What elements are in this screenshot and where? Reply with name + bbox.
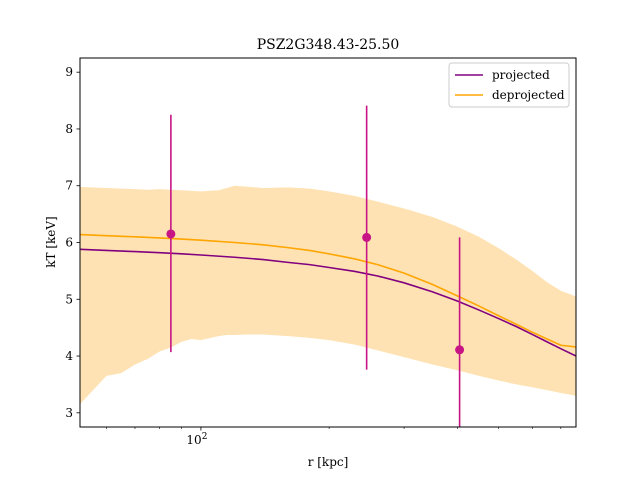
x-tick-label-100: 102 [186, 432, 207, 447]
x-axis-label: r [kpc] [308, 455, 349, 469]
y-tick-label-3: 3 [65, 406, 73, 420]
legend-label-projected: projected [492, 68, 550, 82]
legend-frame [448, 62, 570, 108]
y-tick-label-8: 8 [65, 122, 73, 136]
plot-area: 3 4 5 6 7 8 9 102 [65, 57, 577, 447]
x-tick-label-base: 10 [186, 433, 201, 447]
y-tick-label-7: 7 [65, 179, 73, 193]
chart-title: PSZ2G348.43-25.50 [257, 37, 400, 53]
series-line-deprojected [80, 233, 576, 348]
legend-label-deprojected: deprojected [492, 88, 565, 102]
y-tick-label-5: 5 [65, 292, 73, 306]
series-line-projected [80, 248, 576, 357]
legend: projected deprojected [448, 62, 570, 108]
y-tick-label-9: 9 [65, 65, 73, 79]
y-tick-label-4: 4 [65, 349, 73, 363]
data-point-3 [455, 345, 465, 355]
x-tick-label-exponent: 2 [202, 432, 208, 442]
data-point-1 [166, 229, 176, 239]
data-point-2 [362, 232, 372, 242]
y-axis-label: kT [keV] [44, 216, 58, 268]
y-tick-label-6: 6 [65, 236, 73, 250]
plot-content [80, 105, 576, 427]
